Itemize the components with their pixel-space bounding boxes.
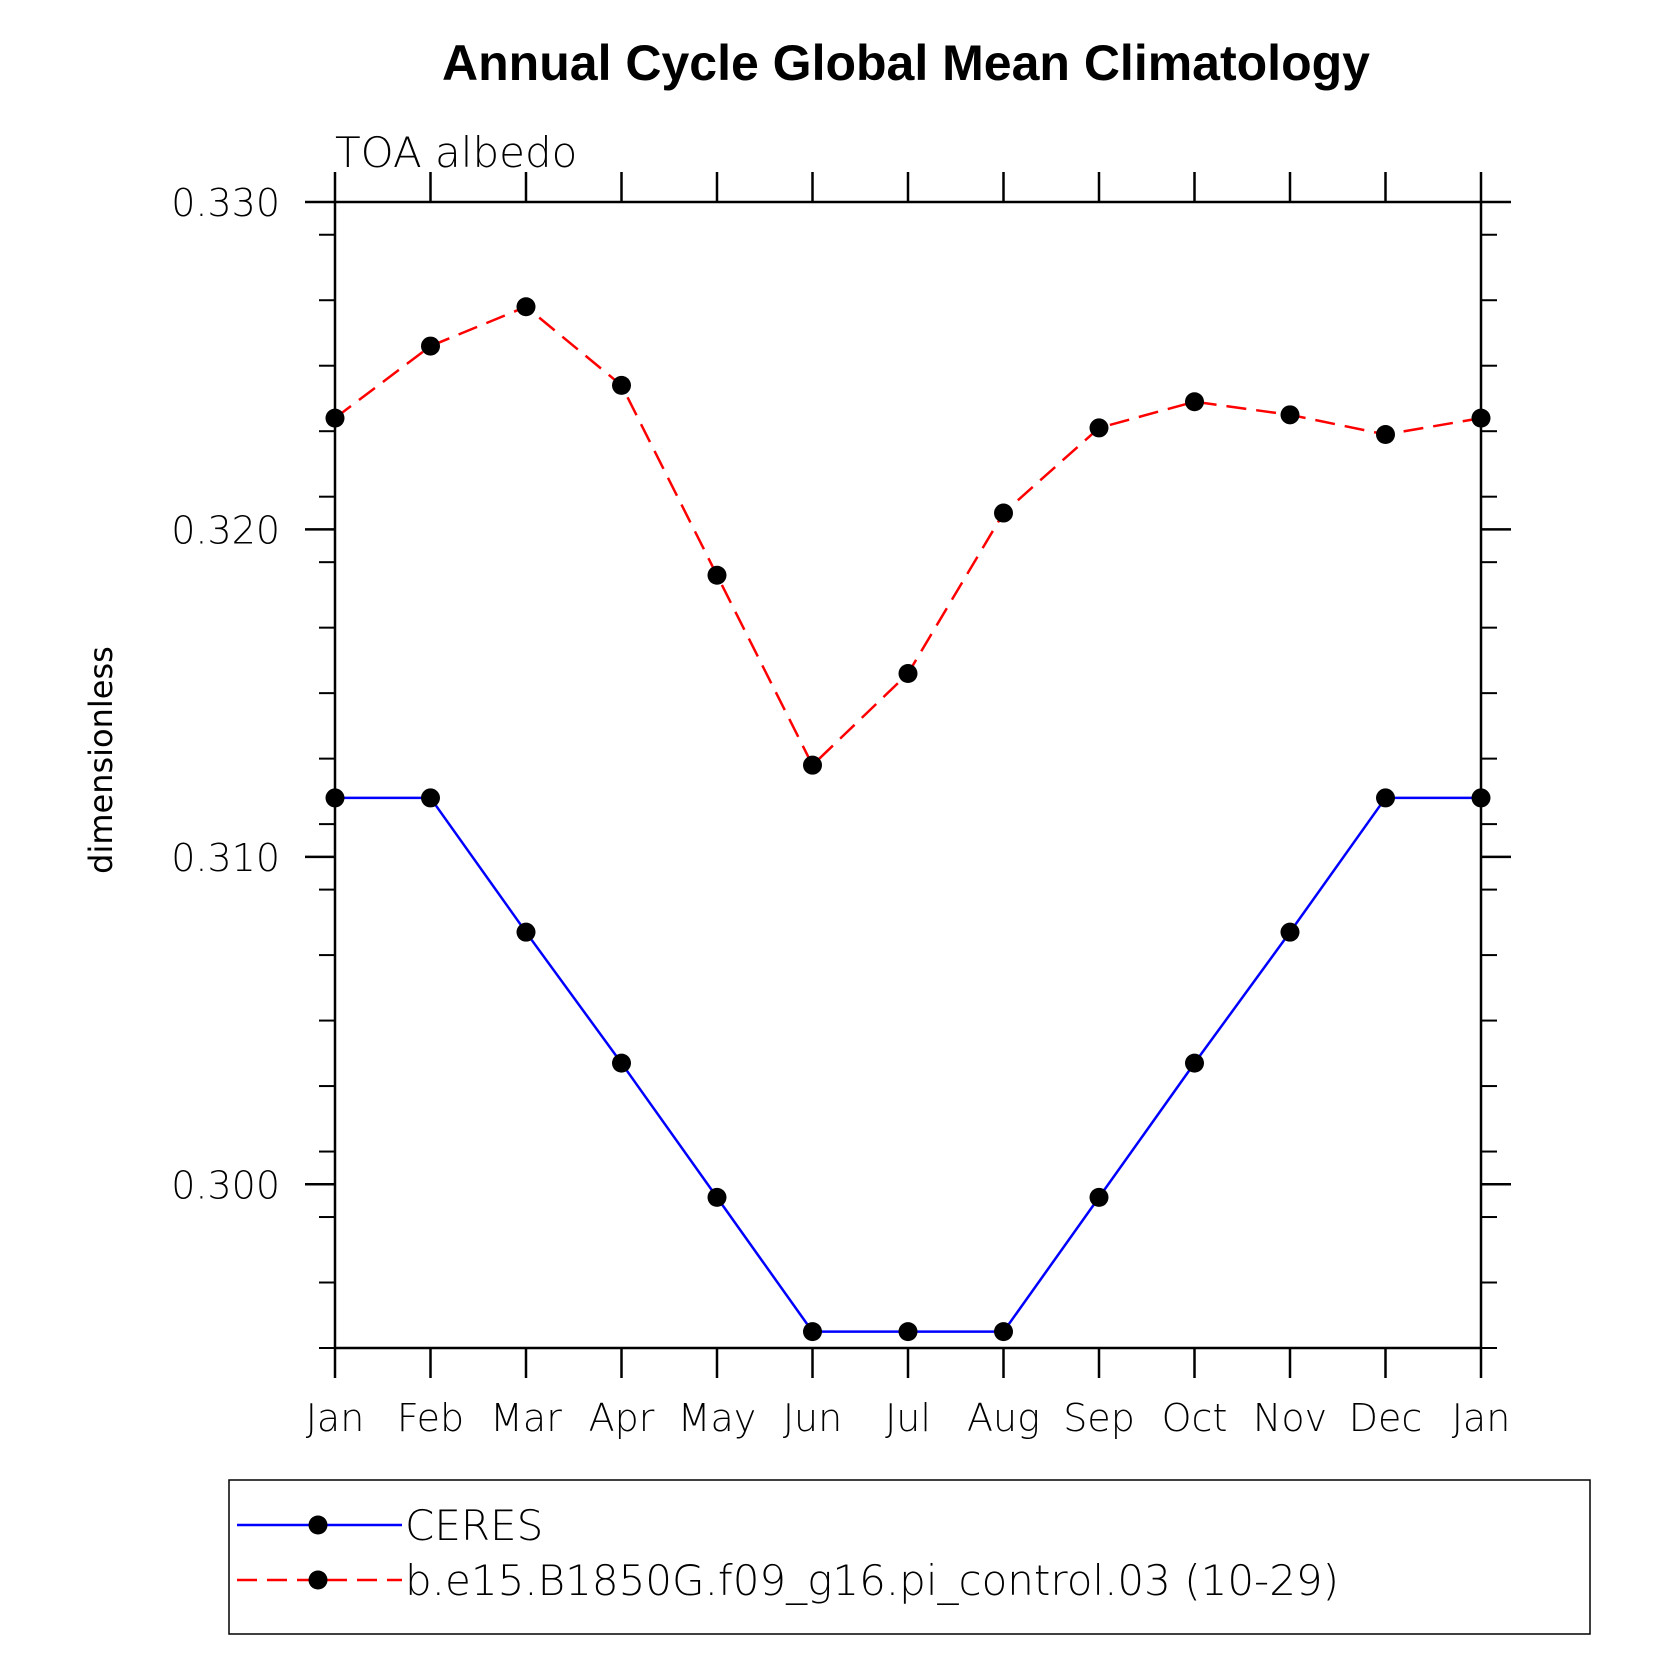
series-1-point <box>1471 788 1491 808</box>
series-line-2 <box>334 305 1482 767</box>
series-2-point <box>1089 418 1109 438</box>
x-tick-labels: Jan Feb Mar Apr May Jun Jul Aug Sep Oct Nov Dec Jan <box>306 1396 1511 1440</box>
x-tick-label: May <box>678 1396 757 1440</box>
y-axis-label: dimensionless <box>82 646 120 874</box>
y-tick-label: 0.320 <box>171 508 280 552</box>
x-tick-label: Sep <box>1063 1396 1135 1440</box>
x-tick-label: Feb <box>397 1396 464 1440</box>
series-1-point <box>707 1187 727 1207</box>
series-1-point <box>1089 1187 1109 1207</box>
series-2-point <box>325 408 345 428</box>
series-2-point <box>1376 424 1395 444</box>
series-2-point <box>1471 408 1491 428</box>
series-2-point <box>1185 392 1204 412</box>
legend-entries: CERES b.e15.B1850G.f09_g16.pi_control.03 … <box>237 1501 1339 1605</box>
legend-marker-1 <box>308 1515 328 1535</box>
legend: CERES b.e15.B1850G.f09_g16.pi_control.03 … <box>228 1479 1591 1635</box>
series-2-point <box>516 297 536 317</box>
x-tick-label: Jul <box>885 1396 931 1440</box>
series-1-point <box>1376 788 1395 808</box>
series-2-point <box>707 565 727 585</box>
series-1-point <box>803 1322 822 1342</box>
series-1-point <box>612 1053 631 1073</box>
x-tick-label: Jun <box>783 1396 842 1440</box>
legend-marker-2 <box>308 1570 328 1590</box>
legend-box <box>228 1479 1591 1635</box>
x-tick-label: Aug <box>967 1396 1040 1440</box>
chart-subtitle: TOA albedo <box>335 128 577 177</box>
series-2-point <box>994 503 1013 523</box>
series-2-point <box>803 755 822 775</box>
series-2-point <box>1280 405 1300 425</box>
series-2-point <box>612 375 631 395</box>
series-1-point <box>898 1322 918 1342</box>
y-tick-label: 0.330 <box>171 181 280 225</box>
series-1-point <box>516 922 536 942</box>
y-tick-label: 0.310 <box>171 836 280 880</box>
series-2-point <box>421 336 440 356</box>
x-tick-label: Mar <box>490 1396 562 1440</box>
series-1-point <box>994 1322 1013 1342</box>
series-1-point <box>325 788 345 808</box>
axis-ticks <box>305 172 1511 1378</box>
series-layer <box>325 297 1491 1342</box>
legend-label-2: b.e15.B1850G.f09_g16.pi_control.03 (10-2… <box>405 1556 1339 1605</box>
x-tick-label: Oct <box>1162 1396 1228 1440</box>
x-tick-label: Jan <box>306 1396 365 1440</box>
x-tick-label: Dec <box>1349 1396 1423 1440</box>
series-line-1 <box>335 796 1481 1333</box>
x-tick-label: Apr <box>589 1396 655 1440</box>
y-tick-labels: 0.300 0.310 0.320 0.330 <box>171 181 280 1207</box>
series-2-point <box>898 663 918 683</box>
series-1-point <box>1185 1053 1204 1073</box>
legend-label-1: CERES <box>405 1501 543 1550</box>
plot-area-frame <box>333 200 1483 1350</box>
x-tick-label: Nov <box>1253 1396 1327 1440</box>
series-1-point <box>1280 922 1300 942</box>
y-tick-label: 0.300 <box>171 1163 280 1207</box>
x-tick-label: Jan <box>1452 1396 1511 1440</box>
chart-title: Annual Cycle Global Mean Climatology <box>442 35 1370 91</box>
series-1-point <box>421 788 440 808</box>
